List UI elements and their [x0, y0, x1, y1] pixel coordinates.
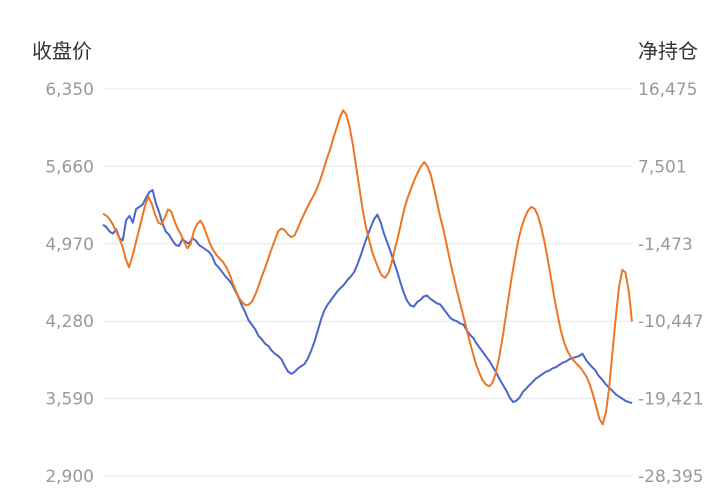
left-tick-label: 4,970	[45, 235, 94, 255]
left-axis-ticks: 6,350 5,660 4,970 4,280 3,590 2,900	[45, 80, 94, 487]
left-tick-label: 4,280	[45, 312, 94, 332]
right-tick-label: 7,501	[638, 157, 687, 177]
right-tick-label: -1,473	[638, 235, 693, 255]
net-position-line	[102, 109, 633, 426]
left-tick-label: 5,660	[45, 157, 94, 177]
closing-price-line	[102, 189, 633, 405]
left-axis-title: 收盘价	[32, 39, 92, 63]
right-tick-label: -19,421	[638, 390, 704, 410]
series-lines	[102, 109, 633, 426]
left-tick-label: 6,350	[45, 80, 94, 100]
left-tick-label: 2,900	[45, 467, 94, 487]
right-axis-title: 净持仓	[638, 39, 698, 63]
right-tick-label: -28,395	[638, 467, 704, 487]
right-axis-ticks: 16,475 7,501 -1,473 -10,447 -19,421 -28,395	[638, 80, 704, 487]
right-tick-label: -10,447	[638, 312, 704, 332]
left-tick-label: 3,590	[45, 390, 94, 410]
right-tick-label: 16,475	[638, 80, 697, 100]
